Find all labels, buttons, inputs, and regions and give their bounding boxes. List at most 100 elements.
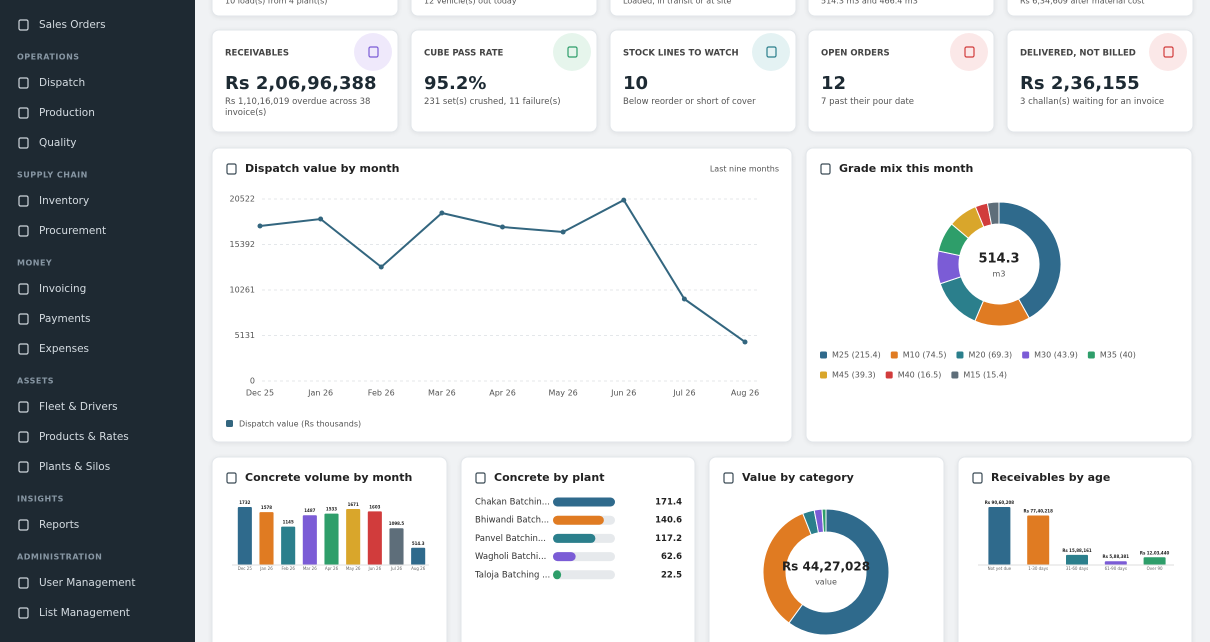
nav-item[interactable]: Fleet & Drivers (39, 401, 118, 413)
bar (988, 507, 1011, 565)
kpi-label: DELIVERED, NOT BILLED (1020, 49, 1136, 59)
card-note: Rs 6,34,609 after material cost (1020, 0, 1144, 6)
point (439, 210, 445, 216)
legend-label: M15 (15.4) (963, 371, 1007, 380)
nav-item[interactable]: List Management (39, 607, 130, 619)
kpi-card (410, 29, 598, 133)
legend-label: M10 (74.5) (903, 351, 947, 360)
bar-label: Bhiwandi Batch... (475, 516, 549, 526)
donut-slice (998, 201, 1062, 319)
nav-item[interactable]: Expenses (39, 343, 89, 355)
icon (18, 19, 29, 31)
kpi-value: 12 (821, 73, 846, 94)
kpi-sub-box: Below reorder or short of cover (623, 97, 756, 107)
x-tick-label: Jun 26 (368, 566, 382, 571)
bar (1104, 561, 1127, 565)
card-note: Loaded, in transit or at site (623, 0, 731, 6)
bar (553, 570, 562, 580)
nav-item[interactable]: Invoicing (39, 283, 86, 295)
x-tick-label: Jul 26 (672, 389, 695, 398)
nav-item[interactable]: Sales Orders (39, 19, 106, 31)
x-tick-label: Not yet due (988, 566, 1012, 571)
card-note: 12 vehicle(s) out today (424, 0, 517, 6)
bar (553, 515, 604, 525)
legend-label: M30 (43.9) (1034, 351, 1078, 360)
bar (553, 533, 596, 543)
chart-card (460, 456, 696, 642)
legend-label: M40 (16.5) (898, 371, 942, 380)
kpi-value: Rs 2,36,155 (1020, 73, 1140, 94)
x-tick-label: Aug 26 (731, 389, 759, 398)
x-tick-label: Jan 26 (259, 566, 273, 571)
nav-section: INSIGHTS (17, 495, 64, 504)
data-label: Rs 12,03,440 (1140, 550, 1170, 555)
bar-label: Wagholi Batchi... (475, 552, 546, 562)
icon (766, 46, 777, 58)
kpi-label: CUBE PASS RATE (424, 49, 503, 59)
legend-swatch (890, 351, 898, 359)
icon (18, 607, 29, 619)
legend-label: M20 (69.3) (968, 351, 1012, 360)
point (560, 229, 566, 235)
nav-item[interactable]: Products & Rates (39, 431, 129, 443)
center-unit: m3 (993, 270, 1006, 279)
nav-item[interactable]: Plants & Silos (39, 461, 110, 473)
nav-section: OPERATIONS (17, 53, 80, 62)
nav-section: SUPPLY CHAIN (17, 171, 88, 180)
kpi-card (807, 29, 995, 133)
kpi-label: OPEN ORDERS (821, 49, 890, 59)
donut-slice (788, 508, 890, 636)
x-tick-label: Apr 26 (325, 566, 339, 571)
nav-item[interactable]: Procurement (39, 225, 106, 237)
nav-section: MONEY (17, 259, 52, 268)
nav-item[interactable]: User Management (39, 577, 135, 589)
bar (302, 515, 317, 565)
kpi-sub-box: 3 challan(s) waiting for an invoice (1020, 97, 1165, 107)
sidebar (0, 0, 195, 642)
chart-card (957, 456, 1193, 642)
bar (367, 511, 382, 565)
chart-title: Grade mix this month (839, 162, 973, 175)
point (681, 296, 687, 302)
kpi-sub: 3 challan(s) waiting for an invoice (1020, 97, 1165, 107)
nav-item[interactable]: Quality (39, 137, 77, 149)
nav-item[interactable]: Payments (39, 313, 90, 325)
data-label: 1671 (348, 502, 359, 507)
y-tick-label: 20522 (230, 195, 255, 204)
center-value: 514.3 (978, 252, 1019, 267)
kpi-value: Rs 2,06,96,388 (225, 73, 377, 94)
data-label: 1578 (261, 505, 272, 510)
y-tick-label: 5131 (235, 331, 255, 340)
kpi-sub-box: 7 past their pour date (821, 97, 915, 107)
bar (346, 509, 361, 565)
legend-label: M35 (40) (1100, 351, 1136, 360)
nav-item[interactable]: Dispatch (39, 77, 85, 89)
icon (567, 46, 578, 58)
card (1006, 0, 1194, 17)
legend-label: M25 (215.4) (832, 351, 881, 360)
x-tick-label: Mar 26 (303, 566, 317, 571)
nav-item[interactable]: Reports (39, 519, 79, 531)
bar (553, 497, 615, 507)
bar (1066, 554, 1088, 565)
nav-item[interactable]: Production (39, 107, 95, 119)
kpi-sub: 7 past their pour date (821, 97, 915, 107)
y-tick-label: 10261 (230, 286, 255, 295)
data-label: Rs 5,88,381 (1103, 554, 1130, 559)
bar (1027, 515, 1050, 565)
bar (1143, 557, 1166, 565)
icon (18, 431, 29, 443)
legend-swatch (956, 351, 964, 359)
bar-track (553, 570, 615, 580)
x-tick-label: Jul 26 (390, 566, 403, 571)
card (609, 0, 797, 17)
icon (972, 472, 983, 484)
chart-card (211, 147, 793, 443)
icon (475, 472, 486, 484)
icon (18, 225, 29, 237)
nav-item[interactable]: Inventory (39, 195, 89, 207)
kpi-icon-bg (553, 33, 591, 71)
chart-card (805, 147, 1193, 443)
card-note: 10 load(s) from 4 plant(s) (225, 0, 327, 6)
bar (411, 547, 426, 565)
